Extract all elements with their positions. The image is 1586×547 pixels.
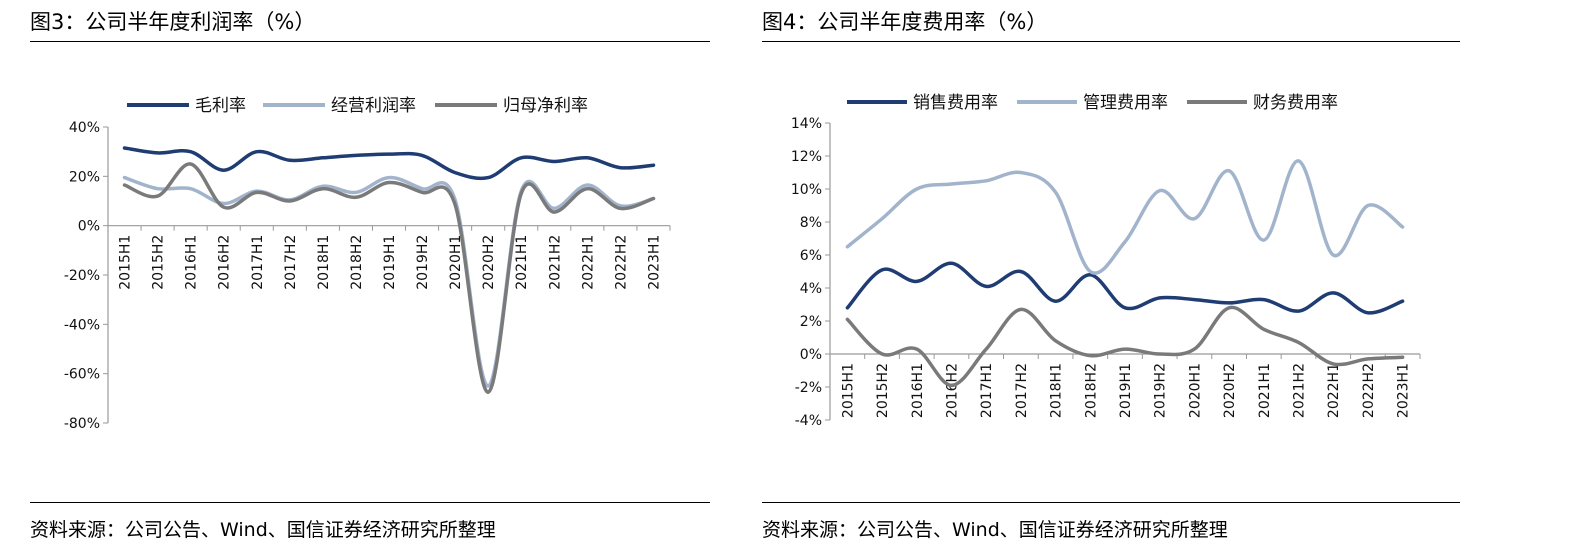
x-tick-label: 2019H1	[1118, 363, 1134, 418]
x-tick-label: 2018H2	[1083, 363, 1099, 418]
y-tick-label: 20%	[69, 169, 100, 185]
profit-margin-panel: 图3：公司半年度利润率（%） 40% 20% 0% -20% -40% -60% -80% 2…	[30, 0, 712, 547]
legend-label: 销售费用率	[913, 93, 998, 113]
source-rule	[30, 502, 710, 503]
series-line	[122, 162, 656, 394]
x-tick-label: 2020H2	[481, 235, 497, 290]
title-rule	[30, 41, 710, 42]
chart-title: 图3：公司半年度利润率（%）	[30, 10, 316, 34]
title-rule	[762, 41, 1460, 42]
y-tick-label: -20%	[64, 268, 100, 284]
x-tick-label: 2021H1	[1257, 363, 1273, 418]
x-tick-label: 2021H2	[547, 235, 563, 290]
legend-label: 管理费用率	[1083, 93, 1168, 113]
series-line	[122, 146, 656, 181]
source-note: 资料来源：公司公告、Wind、国信证券经济研究所整理	[762, 519, 1228, 541]
x-tick-label: 2017H2	[283, 235, 299, 290]
y-tick-label: 0%	[800, 347, 822, 363]
x-tick-label: 2021H1	[514, 235, 530, 290]
x-tick-label: 2022H1	[580, 235, 596, 290]
y-tick-label: 0%	[78, 219, 100, 235]
x-tick-label: 2023H1	[646, 235, 662, 290]
y-tick-label: -60%	[64, 367, 100, 383]
profit-margin-chart: 40% 20% 0% -20% -40% -60% -80% 2015H1 2015H2 2016…	[64, 96, 671, 432]
x-tick-label: 2021H2	[1292, 363, 1308, 418]
x-tick-label: 2020H2	[1222, 363, 1238, 418]
x-tick-label: 2017H2	[1014, 363, 1030, 418]
x-tick-label: 2020H1	[1187, 363, 1203, 418]
x-tick-label: 2022H2	[1361, 363, 1377, 418]
y-tick-label: 2%	[800, 314, 822, 330]
series-line	[122, 175, 656, 388]
x-tick-label: 2019H2	[1153, 363, 1169, 418]
x-tick-label: 2017H1	[250, 235, 266, 290]
x-tick-label: 2015H2	[875, 363, 891, 418]
series-line	[845, 305, 1405, 388]
x-tick-label: 2018H1	[316, 235, 332, 290]
x-tick-label: 2022H2	[613, 235, 629, 290]
y-tick-label: -4%	[795, 413, 822, 429]
y-tick-label: 40%	[69, 120, 100, 136]
x-tick-label: 2015H1	[840, 363, 856, 418]
series-line	[845, 159, 1405, 275]
source-note: 资料来源：公司公告、Wind、国信证券经济研究所整理	[30, 519, 496, 541]
x-tick-label: 2019H1	[382, 235, 398, 290]
x-tick-label: 2019H2	[415, 235, 431, 290]
y-tick-label: 6%	[800, 248, 822, 264]
chart-title: 图4：公司半年度费用率（%）	[762, 10, 1048, 34]
x-tick-label: 2017H1	[979, 363, 995, 418]
x-tick-label: 2022H1	[1326, 363, 1342, 418]
x-tick-label: 2015H1	[118, 235, 134, 290]
legend-label: 财务费用率	[1253, 93, 1338, 113]
y-tick-label: 4%	[800, 281, 822, 297]
y-tick-label: 8%	[800, 215, 822, 231]
legend-label: 归母净利率	[503, 96, 588, 116]
x-tick-label: 2016H1	[910, 363, 926, 418]
x-tick-label: 2023H1	[1396, 363, 1412, 418]
x-tick-label: 2018H2	[349, 235, 365, 290]
x-tick-label: 2020H1	[448, 235, 464, 290]
source-rule	[762, 502, 1460, 503]
y-tick-label: -80%	[64, 416, 100, 432]
y-tick-label: 14%	[791, 116, 822, 132]
legend-label: 毛利率	[195, 96, 246, 116]
x-tick-label: 2018H1	[1049, 363, 1065, 418]
y-tick-label: -2%	[795, 380, 822, 396]
x-tick-label: 2016H2	[217, 235, 233, 290]
x-tick-label: 2016H1	[184, 235, 200, 290]
y-tick-label: 12%	[791, 149, 822, 165]
expense-ratio-panel: 图4：公司半年度费用率（%） 14% 12% 10% 8% 6% 4% 2% 0% -2% -4%…	[762, 0, 1462, 547]
x-tick-label: 2016H2	[944, 363, 960, 418]
y-tick-label: 10%	[791, 182, 822, 198]
expense-ratio-chart: 14% 12% 10% 8% 6% 4% 2% 0% -2% -4% 2015H1 2015H2 201…	[791, 93, 1421, 429]
series-line	[845, 261, 1405, 315]
x-tick-label: 2015H2	[151, 235, 167, 290]
y-tick-label: -40%	[64, 317, 100, 333]
legend-label: 经营利润率	[331, 96, 416, 116]
